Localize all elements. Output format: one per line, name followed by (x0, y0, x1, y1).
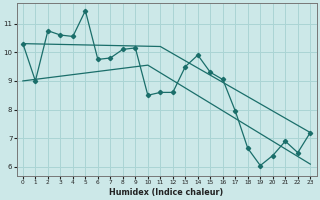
X-axis label: Humidex (Indice chaleur): Humidex (Indice chaleur) (109, 188, 224, 197)
